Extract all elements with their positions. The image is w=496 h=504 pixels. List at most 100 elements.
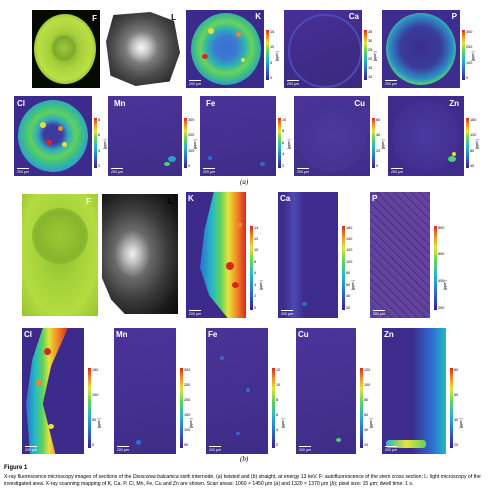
panel-a-zn: Zn 200 μm 160 120 80 40 [ppm]	[388, 96, 480, 176]
map-p	[370, 192, 430, 318]
panel-a-l: L	[104, 10, 182, 88]
caption-part: Dioscorea balcanica	[132, 474, 179, 480]
panel-tag: L	[171, 13, 176, 22]
colorbar	[250, 226, 253, 310]
map-mn	[108, 96, 182, 176]
panel-tag: Cl	[24, 330, 32, 339]
colorbar-unit: [ppm]	[381, 139, 385, 150]
panel-b-fe: Fe 200 μm 12 10 8 6 4 2 [ppm]	[206, 328, 285, 454]
colorbar	[372, 118, 375, 168]
colorbar-unit: [ppm]	[351, 280, 355, 291]
scale-bar: 200 μm	[391, 168, 404, 174]
scale-bar: 200 μm	[385, 446, 398, 452]
light-microscopy-image	[102, 194, 178, 316]
light-microscopy-image	[104, 10, 182, 88]
panel-tag: Mn	[116, 330, 128, 339]
panel-tag: Fe	[206, 99, 216, 108]
scale-bar: 200 μm	[189, 310, 202, 316]
colorbar-unit: [ppm]	[471, 51, 475, 62]
panel-b-l: L	[102, 194, 178, 316]
caption-part: X-ray fluorescence microscopy images of …	[4, 474, 133, 480]
section-label-a: (a)	[240, 178, 249, 186]
panel-b-mn: Mn 200 μm 300 250 200 150 100 50 [ppm]	[114, 328, 193, 454]
panel-b-cu: Cu 200 μm 120 100 80 60 40 20 [ppm]	[296, 328, 373, 454]
scale-bar: 200 μm	[111, 168, 124, 174]
caption-part: ) straight, at energy 13 keV. F: autoflu…	[4, 474, 481, 487]
figure-title: Figure 1	[4, 465, 28, 471]
colorbar-unit: [ppm]	[369, 418, 373, 429]
colorbar-unit: [ppm]	[103, 139, 107, 150]
scale-bar: 200 μm	[117, 446, 130, 452]
panel-tag: F	[92, 14, 97, 23]
colorbar-unit: [ppm]	[475, 139, 479, 150]
panel-a-k: K 200 μm 15 10 5 0 [ppm]	[186, 10, 280, 88]
scale-bar: 200 μm	[189, 80, 202, 86]
caption-part: ); pixel size: 15 μm; dwell time: 1 s.	[334, 481, 414, 487]
panel-tag: Cu	[354, 99, 365, 108]
map-p	[382, 10, 460, 88]
panel-a-f: F	[32, 10, 100, 88]
colorbar	[434, 226, 437, 310]
colorbar	[466, 118, 469, 168]
colorbar-unit: [ppm]	[443, 280, 447, 291]
panel-tag: K	[188, 194, 194, 203]
map-ca	[278, 192, 338, 318]
colorbar	[180, 368, 183, 448]
caption-part: ) twisted and (	[220, 474, 253, 480]
colorbar	[272, 368, 275, 448]
panel-a-fe: Fe 200 μm 10 8 6 4 2 [ppm]	[200, 96, 292, 176]
colorbar-unit: [ppm]	[259, 280, 263, 291]
scale-bar: 200 μm	[25, 446, 38, 452]
section-label-b: (b)	[240, 455, 249, 463]
colorbar	[342, 226, 345, 310]
panel-tag: Mn	[114, 99, 126, 108]
panel-b-zn: Zn 200 μm 80 60 40 20 [ppm]	[382, 328, 463, 454]
scale-bar: 200 μm	[17, 168, 30, 174]
panel-tag: F	[86, 197, 91, 206]
scale-bar: 200 μm	[299, 446, 312, 452]
colorbar	[88, 368, 91, 448]
panel-tag: Ca	[348, 12, 359, 21]
map-zn	[388, 96, 464, 176]
map-cl	[22, 328, 84, 454]
map-k	[186, 10, 264, 88]
colorbar	[266, 30, 269, 80]
scale-bar: 200 μm	[385, 80, 398, 86]
caption-part: a	[217, 474, 221, 480]
scale-bar: 200 μm	[287, 80, 300, 86]
map-k	[186, 192, 246, 318]
panel-b-ca: Ca 200 μm 160 140 120 100 80 60 40 20 [p…	[278, 192, 355, 318]
colorbar	[462, 30, 465, 80]
scale-bar: 200 μm	[209, 446, 222, 452]
scale-bar: 200 μm	[297, 168, 310, 174]
map-ca	[284, 10, 362, 88]
map-fe	[200, 96, 276, 176]
figure-caption: X-ray fluorescence microscopy images of …	[4, 474, 494, 488]
colorbar-unit: [ppm]	[373, 51, 377, 62]
panel-tag: L	[168, 197, 173, 206]
colorbar-unit: [ppm]	[189, 418, 193, 429]
map-cu	[294, 96, 370, 176]
panel-tag: P	[451, 12, 457, 21]
panel-tag: K	[255, 12, 261, 21]
panel-tag: Cu	[298, 330, 309, 339]
map-cl	[14, 96, 92, 176]
panel-a-ca: Ca 200 μm 35 30 25 20 15 10 [ppm]	[284, 10, 378, 88]
colorbar-unit: [ppm]	[193, 139, 197, 150]
colorbar	[278, 118, 281, 168]
map-cu	[296, 328, 356, 454]
panel-tag: P	[372, 194, 378, 203]
colorbar-unit: [ppm]	[97, 418, 101, 429]
map-mn	[114, 328, 176, 454]
colorbar	[450, 368, 453, 448]
panel-tag: Zn	[449, 99, 459, 108]
colorbar-unit: [ppm]	[275, 51, 279, 62]
caption-part: ) and 1320 × 1370 μm (	[278, 481, 332, 487]
panel-tag: Ca	[280, 194, 291, 203]
colorbar-unit: [ppm]	[287, 139, 291, 150]
caption-part: sixth internode, (	[178, 474, 218, 480]
caption-part: a	[275, 481, 279, 487]
caption-part: b	[331, 481, 335, 487]
panel-tag: Fe	[208, 330, 218, 339]
panel-a-mn: Mn 200 μm 300 200 100 0 [ppm]	[108, 96, 198, 176]
